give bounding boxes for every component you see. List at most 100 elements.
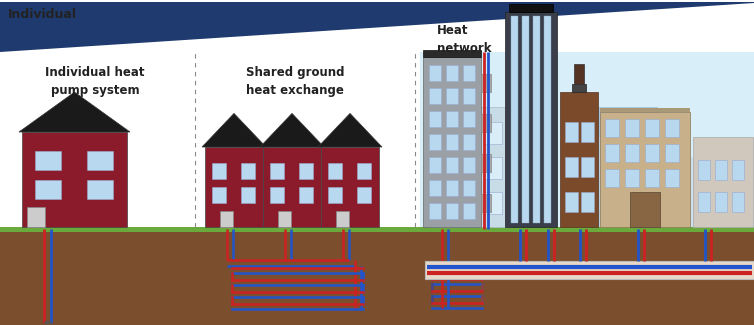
Bar (212, 163, 226, 179)
Bar (420, 52, 754, 227)
Bar (715, 160, 727, 180)
Bar (35, 151, 61, 170)
Bar (581, 122, 594, 142)
Bar (645, 144, 659, 162)
Bar (328, 187, 342, 203)
Bar (438, 192, 456, 214)
Bar (645, 169, 659, 187)
Bar (732, 192, 744, 212)
Bar (605, 169, 619, 187)
Bar (429, 203, 441, 219)
Bar (463, 88, 475, 104)
Bar (481, 74, 491, 92)
Bar (463, 180, 475, 196)
Bar (241, 187, 256, 203)
Bar (565, 192, 578, 212)
Text: Individual heat
pump system: Individual heat pump system (45, 66, 145, 97)
Bar (600, 112, 690, 227)
Bar (581, 192, 594, 212)
Bar (277, 211, 290, 227)
Polygon shape (202, 113, 266, 147)
Polygon shape (318, 113, 382, 147)
Bar (645, 119, 659, 137)
Bar (423, 57, 481, 227)
Bar (429, 65, 441, 81)
Bar (598, 107, 658, 137)
Bar (446, 134, 458, 150)
Bar (321, 147, 379, 227)
Bar (35, 179, 61, 199)
Bar (219, 211, 232, 227)
Bar (463, 157, 475, 173)
Bar (438, 157, 456, 179)
Bar (87, 151, 113, 170)
Bar (560, 92, 598, 227)
Bar (484, 157, 502, 179)
Bar (505, 12, 557, 227)
Bar (698, 160, 710, 180)
Bar (446, 88, 458, 104)
Bar (715, 192, 727, 212)
Bar (336, 211, 348, 227)
Bar (446, 180, 458, 196)
Bar (625, 144, 639, 162)
Bar (463, 111, 475, 127)
Text: Heat
network: Heat network (437, 24, 492, 55)
Text: Shared ground
heat exchange: Shared ground heat exchange (246, 66, 345, 97)
Bar (698, 192, 710, 212)
Bar (600, 108, 690, 112)
Bar (625, 169, 639, 187)
Bar (511, 16, 518, 223)
Bar (446, 157, 458, 173)
Bar (463, 65, 475, 81)
Bar (522, 16, 529, 223)
Bar (598, 137, 658, 227)
Bar (463, 203, 475, 219)
Bar (572, 84, 586, 92)
Bar (357, 187, 372, 203)
Bar (605, 119, 619, 137)
Polygon shape (19, 92, 130, 132)
Bar (429, 111, 441, 127)
Bar (665, 119, 679, 137)
Bar (357, 163, 372, 179)
Bar (430, 107, 510, 227)
Bar (429, 88, 441, 104)
Text: City scale: City scale (679, 8, 746, 21)
Bar (0, 232, 754, 325)
Bar (581, 157, 594, 177)
Bar (270, 163, 284, 179)
Bar (22, 132, 127, 227)
Bar (648, 157, 698, 227)
Bar (732, 160, 744, 180)
Bar (446, 111, 458, 127)
Bar (423, 50, 481, 57)
Bar (461, 192, 479, 214)
Bar (87, 179, 113, 199)
Bar (481, 154, 491, 172)
Text: Individual: Individual (8, 8, 77, 21)
Bar (328, 163, 342, 179)
Bar (605, 144, 619, 162)
Bar (533, 16, 540, 223)
Bar (205, 147, 263, 227)
Bar (481, 194, 491, 212)
Bar (263, 147, 321, 227)
Bar (212, 187, 226, 203)
Bar (565, 157, 578, 177)
Bar (665, 144, 679, 162)
Bar (630, 192, 660, 227)
Bar (270, 187, 284, 203)
Bar (484, 122, 502, 144)
Bar (425, 261, 754, 279)
Bar (299, 187, 314, 203)
Bar (484, 192, 502, 214)
Bar (544, 16, 551, 223)
Bar (665, 169, 679, 187)
Bar (463, 134, 475, 150)
Bar (446, 65, 458, 81)
Bar (574, 64, 584, 84)
Bar (509, 4, 553, 12)
Bar (299, 163, 314, 179)
Bar (461, 157, 479, 179)
